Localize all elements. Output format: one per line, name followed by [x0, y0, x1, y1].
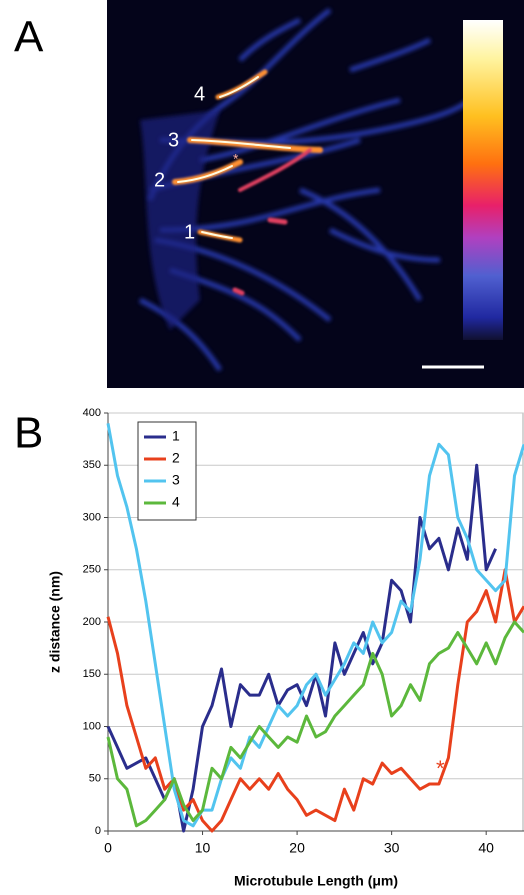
- annotation: *: [436, 756, 445, 781]
- series-line: [106, 423, 524, 828]
- y-tick-label: 50: [89, 773, 101, 785]
- x-tick-label: 40: [478, 840, 494, 856]
- y-tick-label: 350: [83, 459, 101, 471]
- series-line: [106, 620, 524, 828]
- legend: 1 2 3 4: [137, 421, 197, 521]
- micrograph: [107, 0, 524, 388]
- x-axis-label: Microtubule Length (μm): [234, 873, 398, 889]
- filament-label: 1: [184, 221, 195, 243]
- panel-label: B: [14, 409, 43, 458]
- x-tick-label: 10: [195, 840, 211, 856]
- x-tick-label: 0: [104, 840, 112, 856]
- chart: 0 50 100 150 200 250 300 350 400 0 10 20 30 40 Microtu…: [47, 407, 524, 889]
- filament-label: 4: [194, 83, 205, 105]
- filament-label: 3: [168, 129, 179, 151]
- legend-label: 1: [172, 428, 180, 444]
- x-tick-label: 30: [384, 840, 400, 856]
- y-tick-label: 100: [83, 720, 101, 732]
- y-tick-label: 150: [83, 668, 101, 680]
- y-tick-label: 200: [83, 616, 101, 628]
- y-tick-label: 0: [95, 825, 101, 837]
- y-tick-label: 250: [83, 564, 101, 576]
- x-tick-label: 20: [289, 840, 305, 856]
- legend-label: 2: [172, 450, 180, 466]
- legend-label: 4: [172, 494, 180, 510]
- y-axis-label: z distance (nm): [47, 571, 63, 673]
- marker-group: 4 3 2 1 *: [154, 83, 239, 243]
- asterisk: *: [233, 151, 239, 167]
- y-tick-label: 300: [83, 511, 101, 523]
- filament-label: 2: [154, 169, 165, 191]
- y-tick-label: 400: [83, 407, 101, 419]
- panel-label: A: [14, 13, 44, 62]
- legend-label: 3: [172, 472, 180, 488]
